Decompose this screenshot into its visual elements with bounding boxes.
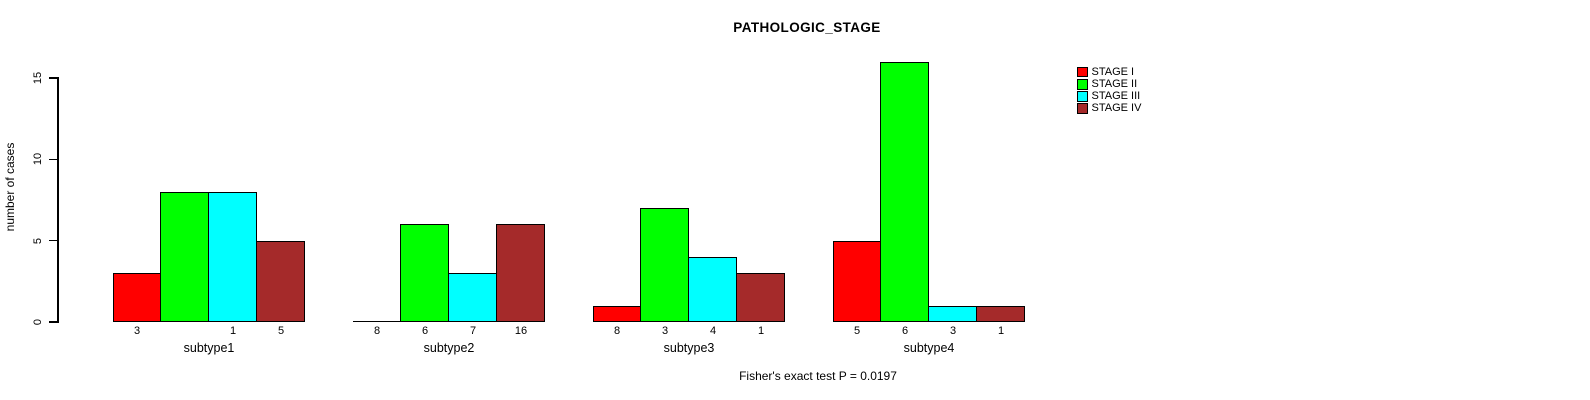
- bar-value-label: 5: [853, 325, 861, 337]
- bar-value-label: 1: [997, 325, 1005, 337]
- bar-subtype2-stage-iv: [495, 224, 545, 322]
- footer-annotation: Fisher's exact test P = 0.0197: [739, 369, 897, 383]
- bar-value-label: 3: [661, 325, 669, 337]
- y-tick: [49, 239, 57, 242]
- y-tick: [49, 158, 57, 161]
- bar-subtype4-stage-iii: [927, 305, 977, 322]
- bar-subtype1-stage-ii: [159, 191, 209, 322]
- bar-subtype3-stage-iv: [735, 273, 785, 322]
- bar-subtype4-stage-i: [833, 240, 881, 322]
- legend-label: STAGE III: [1091, 89, 1141, 102]
- category-label: subtype4: [903, 341, 955, 355]
- legend-label: STAGE I: [1091, 65, 1135, 78]
- category-label: subtype1: [183, 341, 235, 355]
- legend-swatch-stage-ii: [1077, 79, 1088, 90]
- legend: STAGE I STAGE II STAGE III STAGE IV: [1077, 66, 1141, 115]
- bar-value-label: 1: [229, 325, 237, 337]
- bar-value-label: 6: [421, 325, 429, 337]
- legend-item: STAGE I: [1077, 66, 1141, 78]
- legend-item: STAGE IV: [1077, 103, 1141, 115]
- legend-item: STAGE III: [1077, 90, 1141, 102]
- y-tick-label: 15: [32, 71, 44, 85]
- bar-value-label: 8: [613, 325, 621, 337]
- y-tick-label: 0: [32, 318, 44, 326]
- bar-value-label: 6: [901, 325, 909, 337]
- bar-subtype4-stage-iv: [975, 305, 1025, 322]
- legend-swatch-stage-i: [1077, 66, 1088, 78]
- category-label: subtype2: [423, 341, 475, 355]
- chart-title: PATHOLOGIC_STAGE: [733, 20, 881, 35]
- bar-subtype3-stage-i: [593, 305, 641, 322]
- legend-swatch-stage-iv: [1077, 103, 1088, 114]
- legend-swatch-stage-iii: [1077, 91, 1088, 102]
- legend-label: STAGE IV: [1091, 102, 1142, 115]
- bar-subtype1-stage-iv: [255, 240, 305, 322]
- y-axis-line: [57, 77, 59, 323]
- bar-value-label: 8: [373, 325, 381, 337]
- bar-subtype2-stage-i-zero: [353, 320, 401, 322]
- bar-value-label: 3: [949, 325, 957, 337]
- category-label: subtype3: [663, 341, 715, 355]
- y-tick: [49, 321, 57, 323]
- bar-value-label: 16: [514, 325, 528, 337]
- bar-subtype3-stage-iii: [687, 256, 737, 322]
- bar-value-label: 3: [133, 325, 141, 337]
- y-tick-label: 5: [32, 237, 44, 244]
- bar-subtype4-stage-ii: [879, 61, 929, 322]
- y-tick-label: 10: [32, 153, 44, 166]
- bar-value-label: 5: [277, 325, 285, 337]
- bar-subtype1-stage-iii: [207, 191, 257, 322]
- legend-item: STAGE II: [1077, 78, 1141, 90]
- bar-subtype1-stage-i: [113, 273, 161, 322]
- bar-subtype3-stage-ii: [639, 208, 689, 322]
- bar-subtype2-stage-ii: [399, 224, 449, 322]
- bar-subtype2-stage-iii: [447, 273, 497, 322]
- bar-value-label: 7: [469, 325, 477, 337]
- bar-value-label: 4: [709, 325, 717, 337]
- y-tick: [49, 77, 57, 79]
- legend-label: STAGE II: [1091, 77, 1138, 90]
- bar-value-label: 1: [757, 325, 765, 337]
